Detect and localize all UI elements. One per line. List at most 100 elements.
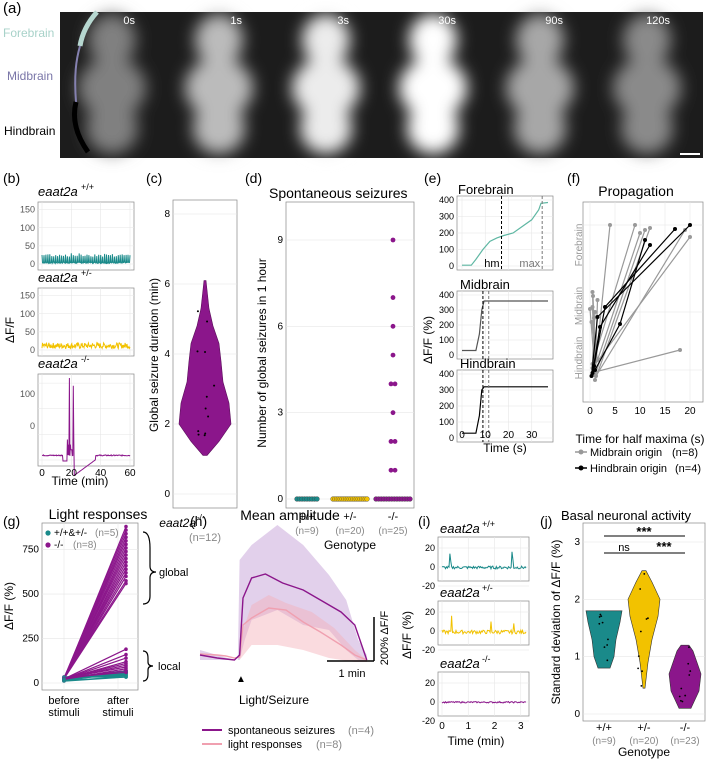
- panel-h-label: (h): [190, 513, 207, 529]
- x-tick-label: 20: [503, 430, 515, 441]
- data-point: [124, 553, 128, 557]
- trace-genotype: eaat2a: [440, 656, 480, 671]
- panel-b-label: (b): [3, 170, 20, 186]
- y-tick-label: 100: [439, 335, 454, 345]
- legend-label: spontaneous seizures: [228, 725, 336, 737]
- data-point: [688, 223, 692, 227]
- data-point: [591, 294, 595, 298]
- data-point: [124, 528, 128, 532]
- x-tick-n: (n=9): [592, 736, 616, 747]
- panel-h-title: Mean amplitude: [240, 507, 340, 523]
- trace-genotype: eaat2a: [440, 585, 480, 600]
- legend-label: Hindbrain origin: [590, 463, 667, 475]
- panel-j: 3 2 1 0 +/+ (n=9) +/- (n=20) -/- (n=23) *** ns ***: [574, 524, 705, 747]
- data-point: [390, 237, 396, 243]
- y-tick-label: 0: [277, 494, 283, 505]
- data-point: [688, 235, 692, 239]
- trace-frame: [437, 600, 530, 646]
- data-point: [124, 670, 128, 675]
- y-tick-label: 400: [439, 195, 454, 205]
- data-point: [124, 538, 128, 543]
- data-point: [124, 560, 128, 564]
- region-title: Midbrain: [460, 277, 510, 292]
- hm-label: hm: [484, 258, 499, 270]
- data-point: [598, 622, 601, 625]
- panel-f-label: (f): [567, 170, 580, 186]
- trace-line: [41, 341, 131, 351]
- y-tick-label: 400: [439, 369, 454, 379]
- forebrain-outline: [77, 10, 99, 47]
- x-tick-label: -/-: [680, 722, 691, 734]
- legend-label: +/+&+/-: [54, 528, 87, 539]
- x-tick-n: (n=9): [295, 526, 319, 537]
- data-point: [599, 613, 602, 616]
- local-label: local: [158, 661, 181, 673]
- trace-genotype-sup: -/-: [81, 354, 90, 364]
- y-tick-label: 6: [164, 279, 170, 290]
- hindbrain-lobe: [407, 102, 459, 154]
- trace-frame: [37, 373, 135, 467]
- x-tick-label: 0: [39, 468, 45, 479]
- data-point: [639, 588, 642, 590]
- x-tick-label: 0: [459, 430, 465, 441]
- y-tick-label: 400: [439, 290, 454, 300]
- data-point: [600, 615, 603, 617]
- time-labels: 0s 1s 3s 30s 90s 120s: [123, 15, 670, 27]
- y-tick-label: 0: [449, 350, 454, 360]
- x-tick-label: 40: [95, 468, 107, 479]
- y-tick-label: 0: [430, 626, 435, 636]
- y-tick-label: 300: [439, 212, 454, 222]
- significance-label: ***: [656, 539, 672, 554]
- legend-n: (n=4): [675, 463, 701, 475]
- y-tick-label: 1: [574, 652, 580, 663]
- time-label: 30s: [438, 15, 456, 27]
- panel-d-title: Spontaneous seizures: [269, 185, 408, 201]
- forebrain-lobe: [516, 14, 564, 66]
- y-tick-label: 0: [30, 259, 35, 269]
- region-trace: [462, 386, 548, 434]
- data-point: [680, 687, 683, 690]
- data-point: [124, 652, 128, 657]
- forebrain-lobe: [623, 14, 671, 66]
- panel-e-ylabel: ΔF/F (%): [421, 316, 435, 364]
- data-point: [196, 310, 199, 313]
- data-point: [390, 323, 396, 329]
- y-tick-label: 50: [25, 327, 35, 337]
- region-title: Forebrain: [458, 182, 514, 197]
- panel-d-xlabel: Genotype: [324, 538, 376, 552]
- forebrain-lobe: [88, 14, 136, 66]
- data-point: [388, 467, 394, 473]
- data-point: [392, 467, 398, 473]
- y-tick-label: 250: [22, 634, 39, 645]
- x-tick-label: 15: [659, 406, 671, 417]
- data-point: [593, 368, 597, 372]
- y-tick-label: 3: [574, 537, 580, 548]
- panel-c-ylabel: Global seizure duration (min): [147, 278, 161, 432]
- y-tick-label: 0: [449, 261, 454, 271]
- response-line: [63, 544, 127, 679]
- significance-label: ns: [618, 542, 630, 554]
- stimulus-label: Light/Seizure: [239, 693, 309, 707]
- stimulus-marker: ▲: [236, 674, 246, 685]
- panel-c-genotype: eaat2a: [159, 516, 196, 530]
- legend-n: (n=8): [672, 447, 698, 459]
- panel-d: 9 6 3 0 +/+ (n=9) +/- (n=20) -/- (n=25): [277, 235, 414, 537]
- data-point: [679, 699, 682, 702]
- x-tick-label: before: [48, 695, 79, 707]
- panel-b-xlabel: Time (min): [52, 474, 109, 488]
- y-tick-label: 200: [439, 228, 454, 238]
- y-tick-label: 50: [25, 241, 35, 251]
- global-label: global: [159, 567, 188, 579]
- data-point: [648, 226, 652, 230]
- scale-bar-x-label: 1 min: [339, 668, 366, 680]
- y-tick-label: 3: [277, 408, 283, 419]
- y-tick-label: 500: [22, 589, 39, 600]
- panel-c: 8 6 4 2 0: [164, 209, 237, 500]
- data-point: [207, 415, 210, 418]
- data-point: [688, 646, 690, 649]
- legend-label: -/-: [54, 540, 63, 551]
- data-point: [124, 581, 128, 586]
- time-label: 0s: [123, 15, 135, 27]
- trace-genotype-sup: +/+: [81, 182, 94, 192]
